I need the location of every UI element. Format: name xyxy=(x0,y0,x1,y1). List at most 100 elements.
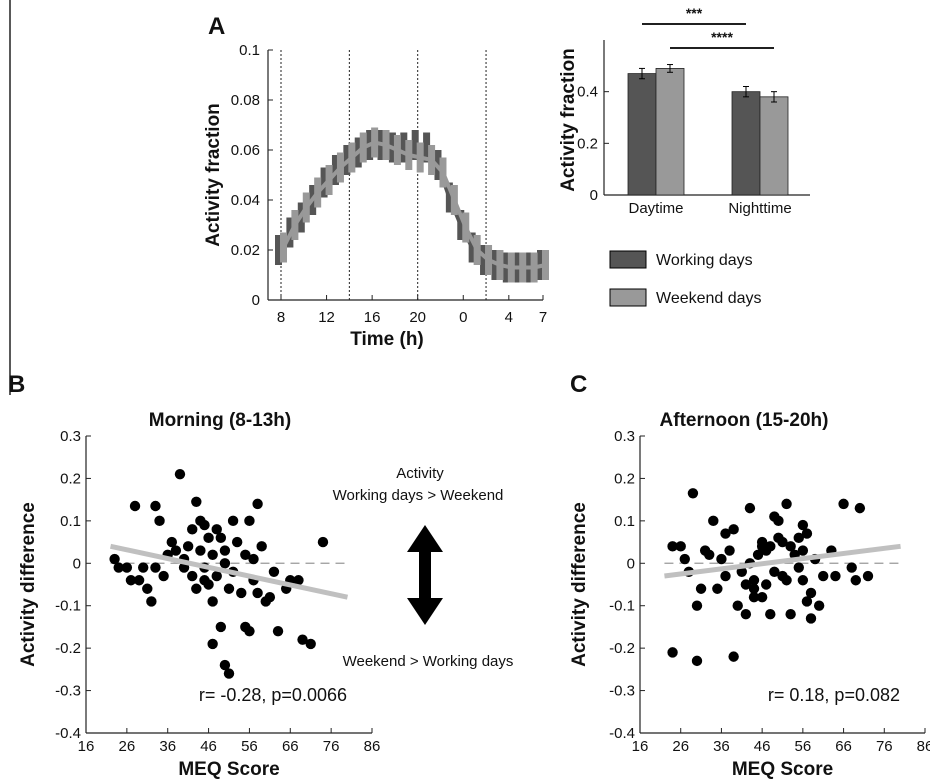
error-bar xyxy=(480,245,488,275)
data-point xyxy=(252,587,263,599)
error-bar xyxy=(411,130,419,160)
data-point xyxy=(297,634,308,645)
y-tick-label: 0 xyxy=(590,187,598,204)
data-point xyxy=(231,536,243,548)
data-point xyxy=(704,549,715,560)
x-tick-label: 36 xyxy=(159,738,176,755)
activity-time-line-chart: 0 0.02 0.04 0.06 0.08 0.1 8 12 16 20 0 4 7 Time (h) Ac… xyxy=(203,42,549,350)
data-point xyxy=(740,579,752,590)
legend-swatch-working xyxy=(609,250,647,269)
data-point xyxy=(724,545,735,556)
data-point xyxy=(785,541,796,552)
data-point xyxy=(667,541,678,552)
panel-label-a: A xyxy=(208,13,225,40)
data-point xyxy=(199,519,210,531)
data-point xyxy=(744,502,756,514)
data-point xyxy=(748,592,760,603)
data-point xyxy=(129,500,141,512)
data-point xyxy=(154,515,165,527)
y-tick-label: -0.2 xyxy=(55,640,81,657)
x-tick-label: 86 xyxy=(364,738,381,755)
data-point xyxy=(756,541,768,552)
x-axis-title: MEQ Score xyxy=(178,759,279,780)
category-label: Daytime xyxy=(628,200,683,217)
error-bar xyxy=(491,250,499,280)
legend-label-weekend: Weekend days xyxy=(656,290,762,307)
data-point xyxy=(121,562,133,573)
data-point xyxy=(793,562,804,573)
error-bar xyxy=(314,177,322,208)
morning-scatter-plot: -0.4 -0.3 -0.2 -0.1 0 0.1 0.2 0.3 16 26 36 46 56 66 76… xyxy=(18,410,380,780)
data-point xyxy=(720,528,731,539)
panel-label-c: C xyxy=(570,371,587,398)
error-bar xyxy=(542,250,549,280)
data-point xyxy=(793,532,804,544)
y-tick-label: 0 xyxy=(73,555,81,572)
y-tick-label: 0.3 xyxy=(614,428,635,445)
x-tick-label: 76 xyxy=(323,738,340,755)
error-bar xyxy=(382,130,390,160)
data-point xyxy=(293,575,304,586)
data-point xyxy=(166,536,177,548)
data-point xyxy=(305,638,316,650)
data-point xyxy=(813,600,825,611)
data-point xyxy=(691,655,703,667)
data-point xyxy=(765,609,776,620)
data-point xyxy=(761,579,772,590)
error-bar xyxy=(320,167,328,198)
data-point xyxy=(695,583,707,594)
y-tick-label: 0.06 xyxy=(231,142,260,159)
x-axis-title: MEQ Score xyxy=(732,759,833,780)
data-point xyxy=(264,592,276,603)
y-tick-label: 0.2 xyxy=(614,470,635,487)
data-point xyxy=(207,596,218,607)
activity-annotation: Activity Working days > Weekend Weekend … xyxy=(333,465,514,670)
data-point xyxy=(756,592,768,603)
error-bar xyxy=(393,135,401,165)
data-point xyxy=(736,566,747,577)
y-tick-label: 0.08 xyxy=(231,92,260,109)
data-point xyxy=(781,498,792,510)
y-axis-title: Activity fraction xyxy=(558,48,579,192)
data-point xyxy=(252,498,263,510)
data-point xyxy=(862,570,874,582)
regression-line xyxy=(664,543,901,579)
data-point xyxy=(708,515,719,527)
error-bar xyxy=(423,132,431,163)
data-point xyxy=(211,524,222,535)
legend: Working days Weekend days xyxy=(609,250,762,307)
y-tick-label: -0.1 xyxy=(55,598,81,615)
data-point xyxy=(797,575,809,586)
data-point xyxy=(158,570,169,582)
y-tick-label: -0.4 xyxy=(55,725,81,742)
data-point xyxy=(109,553,120,565)
data-point xyxy=(248,553,259,565)
error-bar xyxy=(530,252,538,283)
y-tick-label: 0.1 xyxy=(614,513,635,530)
plot-title: Afternoon (15-20h) xyxy=(660,410,829,431)
data-point xyxy=(797,519,809,531)
error-bar xyxy=(331,155,339,185)
data-point xyxy=(211,570,222,582)
x-tick-label: 4 xyxy=(505,309,513,326)
data-point xyxy=(138,562,149,573)
data-point xyxy=(679,553,690,565)
error-bar xyxy=(457,210,465,240)
data-point xyxy=(187,524,198,535)
error-bar xyxy=(302,192,310,223)
data-point xyxy=(740,609,752,620)
data-point xyxy=(170,545,182,556)
data-point xyxy=(732,600,743,611)
data-point xyxy=(203,532,214,544)
afternoon-scatter-plot: -0.4 -0.3 -0.2 -0.1 0 0.1 0.2 0.3 16 26 36 46 56 66 76… xyxy=(569,410,930,780)
y-tick-label: 0.04 xyxy=(231,192,260,209)
data-point xyxy=(191,583,202,594)
data-point xyxy=(805,587,817,599)
x-tick-label: 36 xyxy=(713,738,730,755)
data-point xyxy=(227,515,239,527)
bar xyxy=(655,68,685,196)
data-point xyxy=(854,502,866,514)
error-bar xyxy=(336,152,344,183)
data-point xyxy=(133,575,145,586)
